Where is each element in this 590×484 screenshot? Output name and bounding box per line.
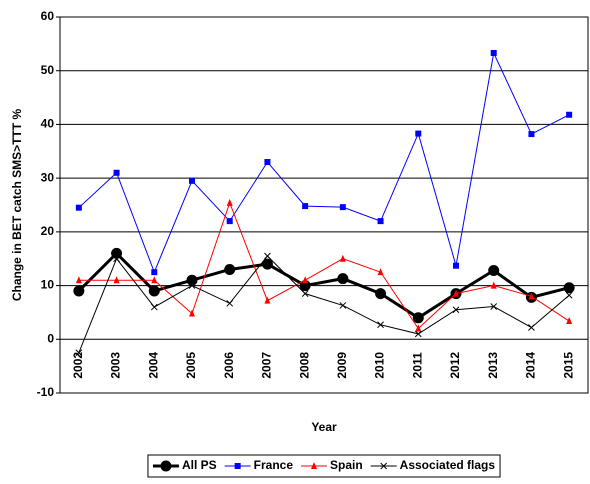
- point: [302, 276, 309, 284]
- point: [189, 309, 195, 317]
- point: [151, 276, 158, 284]
- point: [377, 268, 384, 276]
- point: [412, 312, 424, 324]
- y-tick-label: 20: [41, 224, 55, 238]
- point: [224, 263, 236, 275]
- point: [226, 198, 233, 206]
- point: [377, 321, 384, 329]
- x-tick-label: 2015: [561, 352, 575, 379]
- point: [488, 265, 500, 277]
- plot-frame: [59, 16, 589, 394]
- y-axis-label: Change in BET catch SMS>TTT %: [10, 108, 24, 301]
- point: [490, 303, 498, 310]
- legend-label: France: [254, 458, 294, 472]
- legend: All PS France Spain Associated flags: [152, 458, 496, 472]
- x-tick-label: 2007: [260, 352, 274, 379]
- y-tick-label: 0: [47, 331, 54, 345]
- x-tick-label: 2009: [335, 352, 349, 379]
- x-tick-label: 2005: [184, 352, 198, 379]
- x-tick-label: 2011: [410, 352, 424, 378]
- point: [528, 324, 535, 331]
- series-line: [78, 201, 570, 330]
- point: [566, 111, 573, 118]
- x-tick-label: 2013: [486, 352, 500, 379]
- point: [75, 276, 82, 284]
- y-tick-label: 50: [41, 63, 55, 77]
- point: [415, 130, 422, 137]
- point: [415, 324, 422, 332]
- point: [264, 159, 271, 166]
- x-tick-label: 2006: [222, 352, 236, 379]
- point: [73, 285, 85, 297]
- x-tick-label: 2012: [448, 352, 462, 379]
- point: [226, 299, 234, 307]
- legend-label: Associated flags: [400, 458, 496, 472]
- point: [75, 349, 83, 357]
- point: [113, 169, 120, 176]
- point: [565, 291, 573, 299]
- x-tick-label: 2003: [109, 352, 123, 379]
- point: [226, 218, 233, 225]
- point: [414, 330, 422, 338]
- point: [563, 282, 575, 294]
- series-line: [78, 51, 570, 274]
- y-tick-label: 60: [41, 9, 55, 23]
- point: [160, 460, 172, 472]
- point: [339, 302, 347, 309]
- series-line: [77, 251, 570, 320]
- point: [261, 258, 273, 270]
- point: [264, 296, 271, 304]
- point: [528, 292, 535, 300]
- x-tick-label: 2014: [524, 352, 538, 379]
- point: [339, 204, 346, 211]
- point: [264, 252, 271, 260]
- point: [377, 218, 384, 225]
- point: [453, 289, 459, 297]
- y-tick-label: -10: [37, 385, 55, 399]
- point: [452, 306, 460, 314]
- point: [375, 288, 387, 300]
- point: [189, 177, 195, 184]
- x-axis-label: Year: [311, 420, 337, 434]
- y-tick-label: 30: [41, 170, 55, 184]
- point: [490, 49, 497, 56]
- point: [453, 262, 459, 269]
- x-tick-label: 2002: [71, 352, 85, 379]
- point: [151, 269, 158, 276]
- point: [566, 317, 573, 325]
- x-tick-label: 2008: [297, 352, 311, 379]
- x-tick-label: 2010: [373, 352, 387, 379]
- point: [188, 282, 196, 289]
- point: [311, 462, 317, 469]
- series-line: [78, 255, 570, 353]
- point: [113, 276, 120, 284]
- point: [150, 303, 158, 311]
- point: [301, 290, 309, 297]
- point: [490, 281, 497, 289]
- point: [302, 203, 309, 210]
- y-tick-label: 10: [41, 278, 55, 292]
- y-tick-label: 40: [41, 117, 55, 131]
- point: [337, 273, 349, 285]
- point: [528, 131, 535, 138]
- legend-label: Spain: [330, 458, 363, 472]
- point: [380, 462, 388, 470]
- point: [186, 274, 198, 286]
- point: [339, 254, 346, 262]
- point: [234, 463, 241, 469]
- point: [75, 204, 82, 211]
- point: [113, 255, 120, 263]
- point: [111, 247, 123, 259]
- x-tick-label: 2004: [146, 352, 160, 379]
- legend-label: All PS: [182, 458, 217, 472]
- point: [148, 285, 160, 297]
